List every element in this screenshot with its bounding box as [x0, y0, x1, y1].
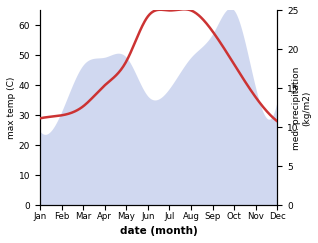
Y-axis label: med. precipitation
(kg/m2): med. precipitation (kg/m2) — [292, 66, 311, 149]
X-axis label: date (month): date (month) — [120, 226, 197, 236]
Y-axis label: max temp (C): max temp (C) — [7, 77, 16, 139]
